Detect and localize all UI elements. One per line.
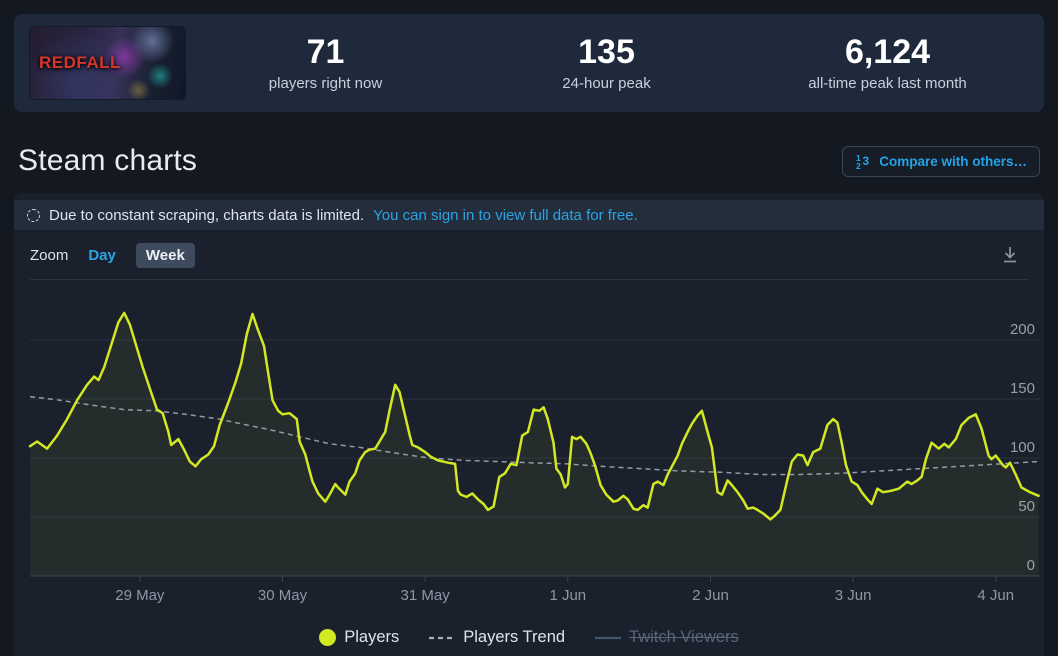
zoom-option-day[interactable]: Day (88, 246, 116, 264)
legend-label-players-trend: Players Trend (463, 628, 566, 646)
game-logo: REDFALL (39, 53, 121, 72)
legend-item-players[interactable]: Players (319, 628, 399, 647)
svg-text:30 May: 30 May (258, 587, 308, 604)
legend-item-players-trend[interactable]: Players Trend (429, 628, 565, 647)
twitch-solid-line-icon (595, 636, 622, 640)
zoom-option-week-selected[interactable]: Week (135, 242, 195, 268)
svg-text:1 Jun: 1 Jun (549, 587, 586, 604)
limited-data-notice: Due to constant scraping, charts data is… (14, 200, 1044, 230)
svg-text:2 Jun: 2 Jun (692, 587, 729, 604)
svg-text:4 Jun: 4 Jun (977, 587, 1014, 604)
zoom-label: Zoom (30, 246, 69, 264)
stat-players-now: 71 players right now (185, 33, 466, 92)
svg-text:0: 0 (1027, 557, 1035, 574)
svg-text:200: 200 (1010, 321, 1035, 338)
svg-text:50: 50 (1018, 498, 1035, 515)
svg-text:100: 100 (1010, 439, 1035, 456)
svg-text:1: 1 (856, 153, 861, 163)
svg-text:150: 150 (1010, 380, 1035, 397)
svg-text:2: 2 (856, 161, 861, 170)
legend-label-twitch-viewers: Twitch Viewers (629, 628, 739, 646)
legend-item-twitch-viewers[interactable]: Twitch Viewers (595, 628, 739, 647)
sign-in-link[interactable]: You can sign in to view full data for fr… (373, 206, 638, 224)
svg-text:3: 3 (863, 154, 870, 168)
chart-legend: Players Players Trend Twitch Viewers (14, 628, 1044, 647)
players-series-icon (319, 629, 337, 646)
stat-label: all-time peak last month (808, 74, 967, 92)
stat-label: 24-hour peak (562, 74, 651, 92)
compare-with-others-button[interactable]: 1 2 3 Compare with others… (842, 145, 1040, 177)
zoom-controls: Zoom Day Week (14, 238, 1044, 272)
stat-24h-peak: 135 24-hour peak (466, 33, 747, 92)
svg-text:31 May: 31 May (401, 587, 451, 604)
numeric-123-icon: 1 2 3 (855, 153, 872, 170)
chart-panel: Due to constant scraping, charts data is… (14, 193, 1044, 656)
trend-dashed-line-icon (429, 636, 456, 640)
stat-value: 71 (306, 33, 345, 72)
stat-alltime-peak: 6,124 all-time peak last month (747, 33, 1028, 92)
dashed-circle-icon (27, 208, 40, 222)
download-icon[interactable] (996, 241, 1024, 269)
game-stats-panel: REDFALL 71 players right now 135 24-hour… (14, 14, 1044, 112)
title-row: Steam charts 1 2 3 Compare with others… (18, 139, 1040, 183)
stat-value: 135 (578, 33, 635, 72)
svg-text:3 Jun: 3 Jun (835, 587, 872, 604)
game-capsule-image[interactable]: REDFALL (30, 27, 185, 99)
stat-value: 6,124 (844, 33, 931, 72)
players-chart[interactable]: 0 50 100 150 200 29 May 30 May 31 May 1 Jun 2 Jun… (14, 284, 1044, 614)
notice-text: Due to constant scraping, charts data is… (49, 206, 365, 224)
compare-button-label: Compare with others… (879, 153, 1027, 169)
svg-text:29 May: 29 May (115, 587, 165, 604)
page-title: Steam charts (18, 144, 198, 177)
panel-separator (30, 279, 1028, 280)
stat-label: players right now (268, 74, 383, 92)
legend-label-players: Players (344, 628, 400, 646)
